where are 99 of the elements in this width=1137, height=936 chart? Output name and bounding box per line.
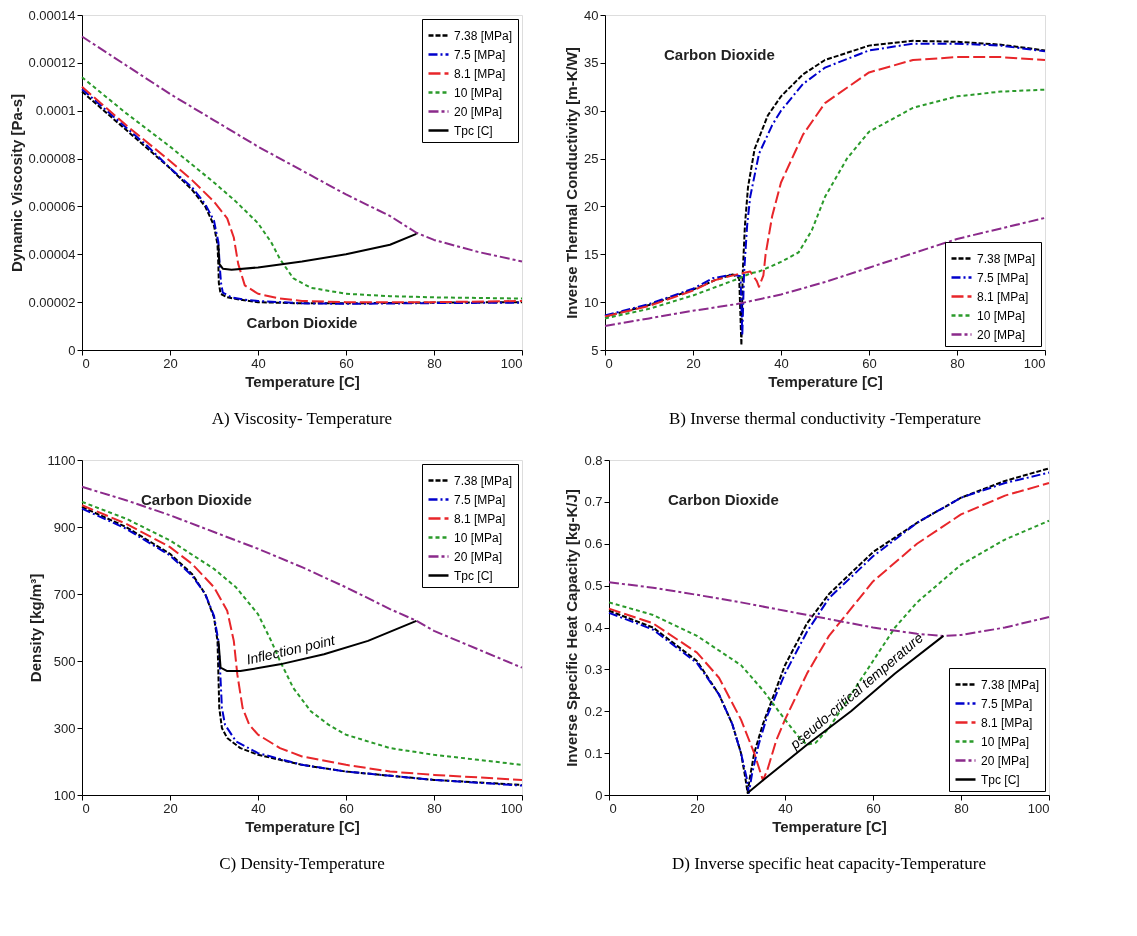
x-tick-label: 100: [1027, 800, 1050, 816]
x-tick-label: 40: [778, 800, 793, 816]
x-tick-label: 60: [862, 355, 877, 371]
x-tick-label: 0: [609, 800, 617, 816]
y-tick-label: 0.00014: [28, 7, 76, 23]
y-tick-label: 0.7: [584, 494, 603, 510]
y-axis-title: Inverse Thermal Conductivity [m-K/W]: [563, 47, 581, 319]
x-axis-title: Temperature [C]: [768, 372, 883, 390]
y-tick-label: 0.00012: [28, 55, 76, 71]
x-tick-label: 80: [954, 800, 969, 816]
text: B) Inverse thermal conductivity -Temperature: [668, 409, 982, 428]
legend-label: 20 [MPa]: [454, 549, 503, 564]
y-tick-label: 15: [584, 246, 599, 262]
annotation: Carbon Dioxide: [246, 314, 358, 332]
annotation: Carbon Dioxide: [140, 491, 252, 509]
line-series: [217, 619, 418, 673]
y-tick-label: 35: [584, 55, 599, 71]
legend-label: 7.38 [MPa]: [454, 473, 513, 488]
line-series: [608, 581, 1050, 637]
y-tick-label: 0.00004: [28, 246, 76, 262]
x-tick-label: 0: [82, 355, 90, 371]
legend-label: 8.1 [MPa]: [977, 289, 1029, 304]
y-tick-label: 0.00002: [28, 294, 76, 310]
y-tick-label: 300: [53, 720, 76, 736]
legend-label: 8.1 [MPa]: [454, 511, 506, 526]
legend-label: 10 [MPa]: [981, 734, 1030, 749]
x-axis-title: Temperature [C]: [245, 372, 360, 390]
legend-label: 20 [MPa]: [981, 753, 1030, 768]
y-axis-title: Dynamic Viscosity [Pa-s]: [7, 93, 25, 273]
legend-label: 10 [MPa]: [454, 85, 503, 100]
text: C) Density-Temperature: [219, 854, 385, 873]
legend-label: Tpc [C]: [454, 123, 493, 138]
y-tick-label: 0.0001: [35, 103, 76, 119]
legend-label: Tpc [C]: [454, 568, 493, 583]
text: D) Inverse specific heat capacity-Temperature: [671, 854, 987, 873]
y-axis-title: Inverse Specific Heat Capacity [kg-K/J]: [563, 489, 581, 767]
y-tick-label: 5: [591, 342, 599, 358]
x-tick-label: 20: [690, 800, 705, 816]
annotation: Inflection point: [244, 631, 338, 668]
y-tick-label: 900: [53, 519, 76, 535]
x-tick-label: 40: [251, 800, 266, 816]
y-tick-label: 40: [584, 7, 599, 23]
legend-label: 7.5 [MPa]: [454, 492, 506, 507]
x-tick-label: 60: [339, 800, 354, 816]
annotation: Carbon Dioxide: [663, 46, 775, 64]
legend-label: 7.38 [MPa]: [454, 28, 513, 43]
legend-label: 7.5 [MPa]: [977, 270, 1029, 285]
line-series: [604, 216, 1046, 328]
legend-label: 10 [MPa]: [977, 308, 1026, 323]
y-tick-label: 10: [584, 294, 599, 310]
legend-label: Tpc [C]: [981, 772, 1020, 787]
y-tick-label: 0.2: [584, 703, 603, 719]
x-tick-label: 100: [500, 800, 523, 816]
x-tick-label: 100: [1023, 355, 1046, 371]
y-tick-label: 30: [584, 103, 599, 119]
x-tick-label: 20: [163, 355, 178, 371]
x-tick-label: 60: [866, 800, 881, 816]
legend-label: 8.1 [MPa]: [981, 715, 1033, 730]
legend-label: 20 [MPa]: [454, 104, 503, 119]
x-tick-label: 60: [339, 355, 354, 371]
y-tick-label: 0.5: [584, 578, 603, 594]
x-tick-label: 80: [950, 355, 965, 371]
x-tick-label: 20: [686, 355, 701, 371]
y-tick-label: 100: [53, 787, 76, 803]
y-axis-title: Density [kg/m³]: [26, 573, 44, 683]
x-tick-label: 0: [82, 800, 90, 816]
legend-label: 20 [MPa]: [977, 327, 1026, 342]
legend-label: 8.1 [MPa]: [454, 66, 506, 81]
y-tick-label: 0: [68, 342, 76, 358]
y-tick-label: 0.3: [584, 661, 603, 677]
y-tick-label: 700: [53, 586, 76, 602]
legend-label: 7.38 [MPa]: [977, 251, 1036, 266]
x-axis-title: Temperature [C]: [772, 817, 887, 835]
y-tick-label: 0.1: [584, 745, 603, 761]
legend-label: 7.5 [MPa]: [981, 696, 1033, 711]
y-tick-label: 1100: [47, 452, 76, 468]
y-tick-label: 0: [595, 787, 603, 803]
legend-label: 10 [MPa]: [454, 530, 503, 545]
y-tick-label: 500: [53, 653, 76, 669]
x-tick-label: 100: [500, 355, 523, 371]
x-tick-label: 40: [774, 355, 789, 371]
y-tick-label: 0.00006: [28, 198, 76, 214]
y-tick-label: 25: [584, 151, 599, 167]
x-tick-label: 80: [427, 800, 442, 816]
y-tick-label: 0.4: [584, 620, 603, 635]
annotation: Carbon Dioxide: [667, 491, 779, 509]
x-tick-label: 80: [427, 355, 442, 371]
legend-label: 7.5 [MPa]: [454, 47, 506, 62]
y-tick-label: 20: [584, 198, 599, 214]
text: A) Viscosity- Temperature: [211, 409, 393, 428]
y-tick-label: 0.6: [584, 536, 603, 552]
x-tick-label: 0: [605, 355, 613, 371]
x-tick-label: 40: [251, 355, 266, 371]
legend-label: 7.38 [MPa]: [981, 677, 1040, 692]
line-series: [217, 232, 418, 271]
x-tick-label: 20: [163, 800, 178, 816]
y-tick-label: 0.8: [584, 452, 603, 468]
y-tick-label: 0.00008: [28, 151, 76, 167]
x-axis-title: Temperature [C]: [245, 817, 360, 835]
